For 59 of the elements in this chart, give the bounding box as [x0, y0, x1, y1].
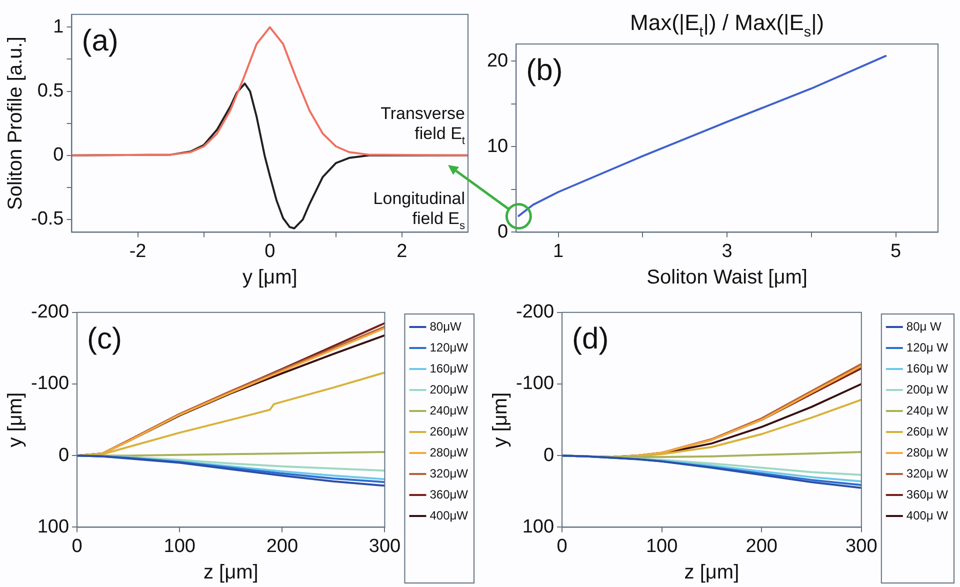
- x-tick-label: 0: [264, 240, 276, 262]
- legend-label: 360μW: [430, 487, 469, 502]
- x-tick-label: 0: [556, 536, 568, 557]
- legend-label: 360μ W: [906, 487, 949, 502]
- legend-label: 80μW: [430, 319, 462, 334]
- legend-label: 160μW: [430, 361, 469, 376]
- x-tick-label: 300: [368, 536, 401, 557]
- legend-label: 80μ W: [906, 319, 942, 334]
- legend-label: 260μ W: [906, 424, 949, 438]
- x-axis-title: z [μm]: [203, 562, 258, 584]
- legend-label: 160μ W: [906, 361, 949, 376]
- x-tick-label: 5: [890, 240, 902, 262]
- x-tick-label: 100: [646, 536, 678, 557]
- x-axis-title: z [μm]: [684, 562, 740, 584]
- y-tick-label: 0: [58, 444, 70, 466]
- legend-label: 260μW: [430, 424, 469, 438]
- legend-label: 120μ W: [906, 340, 949, 354]
- legend-label: 200μW: [430, 382, 469, 396]
- y-tick-label: 0.5: [37, 80, 64, 102]
- y-tick-label: -200: [30, 302, 70, 323]
- legend-label: 200μ W: [906, 382, 949, 396]
- y-tick-label: -100: [30, 373, 70, 394]
- annotation: (a): [82, 24, 118, 58]
- y-tick-label: 1: [53, 16, 64, 38]
- legend-label: 120μW: [430, 340, 469, 354]
- x-tick-label: 2: [396, 240, 408, 262]
- x-axis-title: y [μm]: [242, 266, 298, 289]
- y-tick-label: -200: [516, 302, 554, 323]
- y-axis-title: y [μm]: [4, 392, 27, 448]
- y-tick-label: 0: [498, 221, 508, 242]
- annotation: (c): [87, 322, 122, 356]
- legend-label: 280μ W: [906, 445, 949, 460]
- annotation: (b): [526, 54, 563, 87]
- x-tick-label: 200: [266, 536, 298, 557]
- legend-label: 240μ W: [906, 403, 949, 418]
- x-tick-label: 300: [846, 536, 878, 557]
- y-tick-label: 10: [486, 136, 508, 157]
- x-axis-title: Soliton Waist [μm]: [646, 266, 808, 289]
- y-axis-title: y [μm]: [490, 392, 512, 448]
- x-tick-label: 3: [722, 240, 732, 262]
- y-tick-label: 0: [543, 444, 554, 466]
- y-tick-label: 100: [37, 516, 70, 538]
- x-tick-label: -2: [129, 240, 146, 262]
- x-tick-label: 100: [164, 536, 196, 557]
- y-tick-label: 20: [486, 50, 508, 72]
- y-tick-label: 100: [522, 516, 554, 538]
- annotation: (d): [572, 322, 609, 356]
- x-tick-label: 0: [72, 536, 82, 557]
- y-tick-label: 0: [53, 144, 64, 166]
- legend-label: 320μW: [430, 466, 469, 480]
- legend-label: 400μ W: [906, 508, 949, 522]
- y-tick-label: -100: [516, 373, 554, 394]
- legend-label: 320μ W: [906, 466, 949, 480]
- x-tick-label: 200: [746, 536, 778, 557]
- legend-label: 400μW: [430, 508, 469, 522]
- legend-label: 280μW: [430, 445, 469, 460]
- y-tick-label: -0.5: [30, 208, 64, 230]
- legend-label: 240μW: [430, 403, 469, 418]
- y-axis-title: Soliton Profile [a.u.]: [4, 36, 27, 210]
